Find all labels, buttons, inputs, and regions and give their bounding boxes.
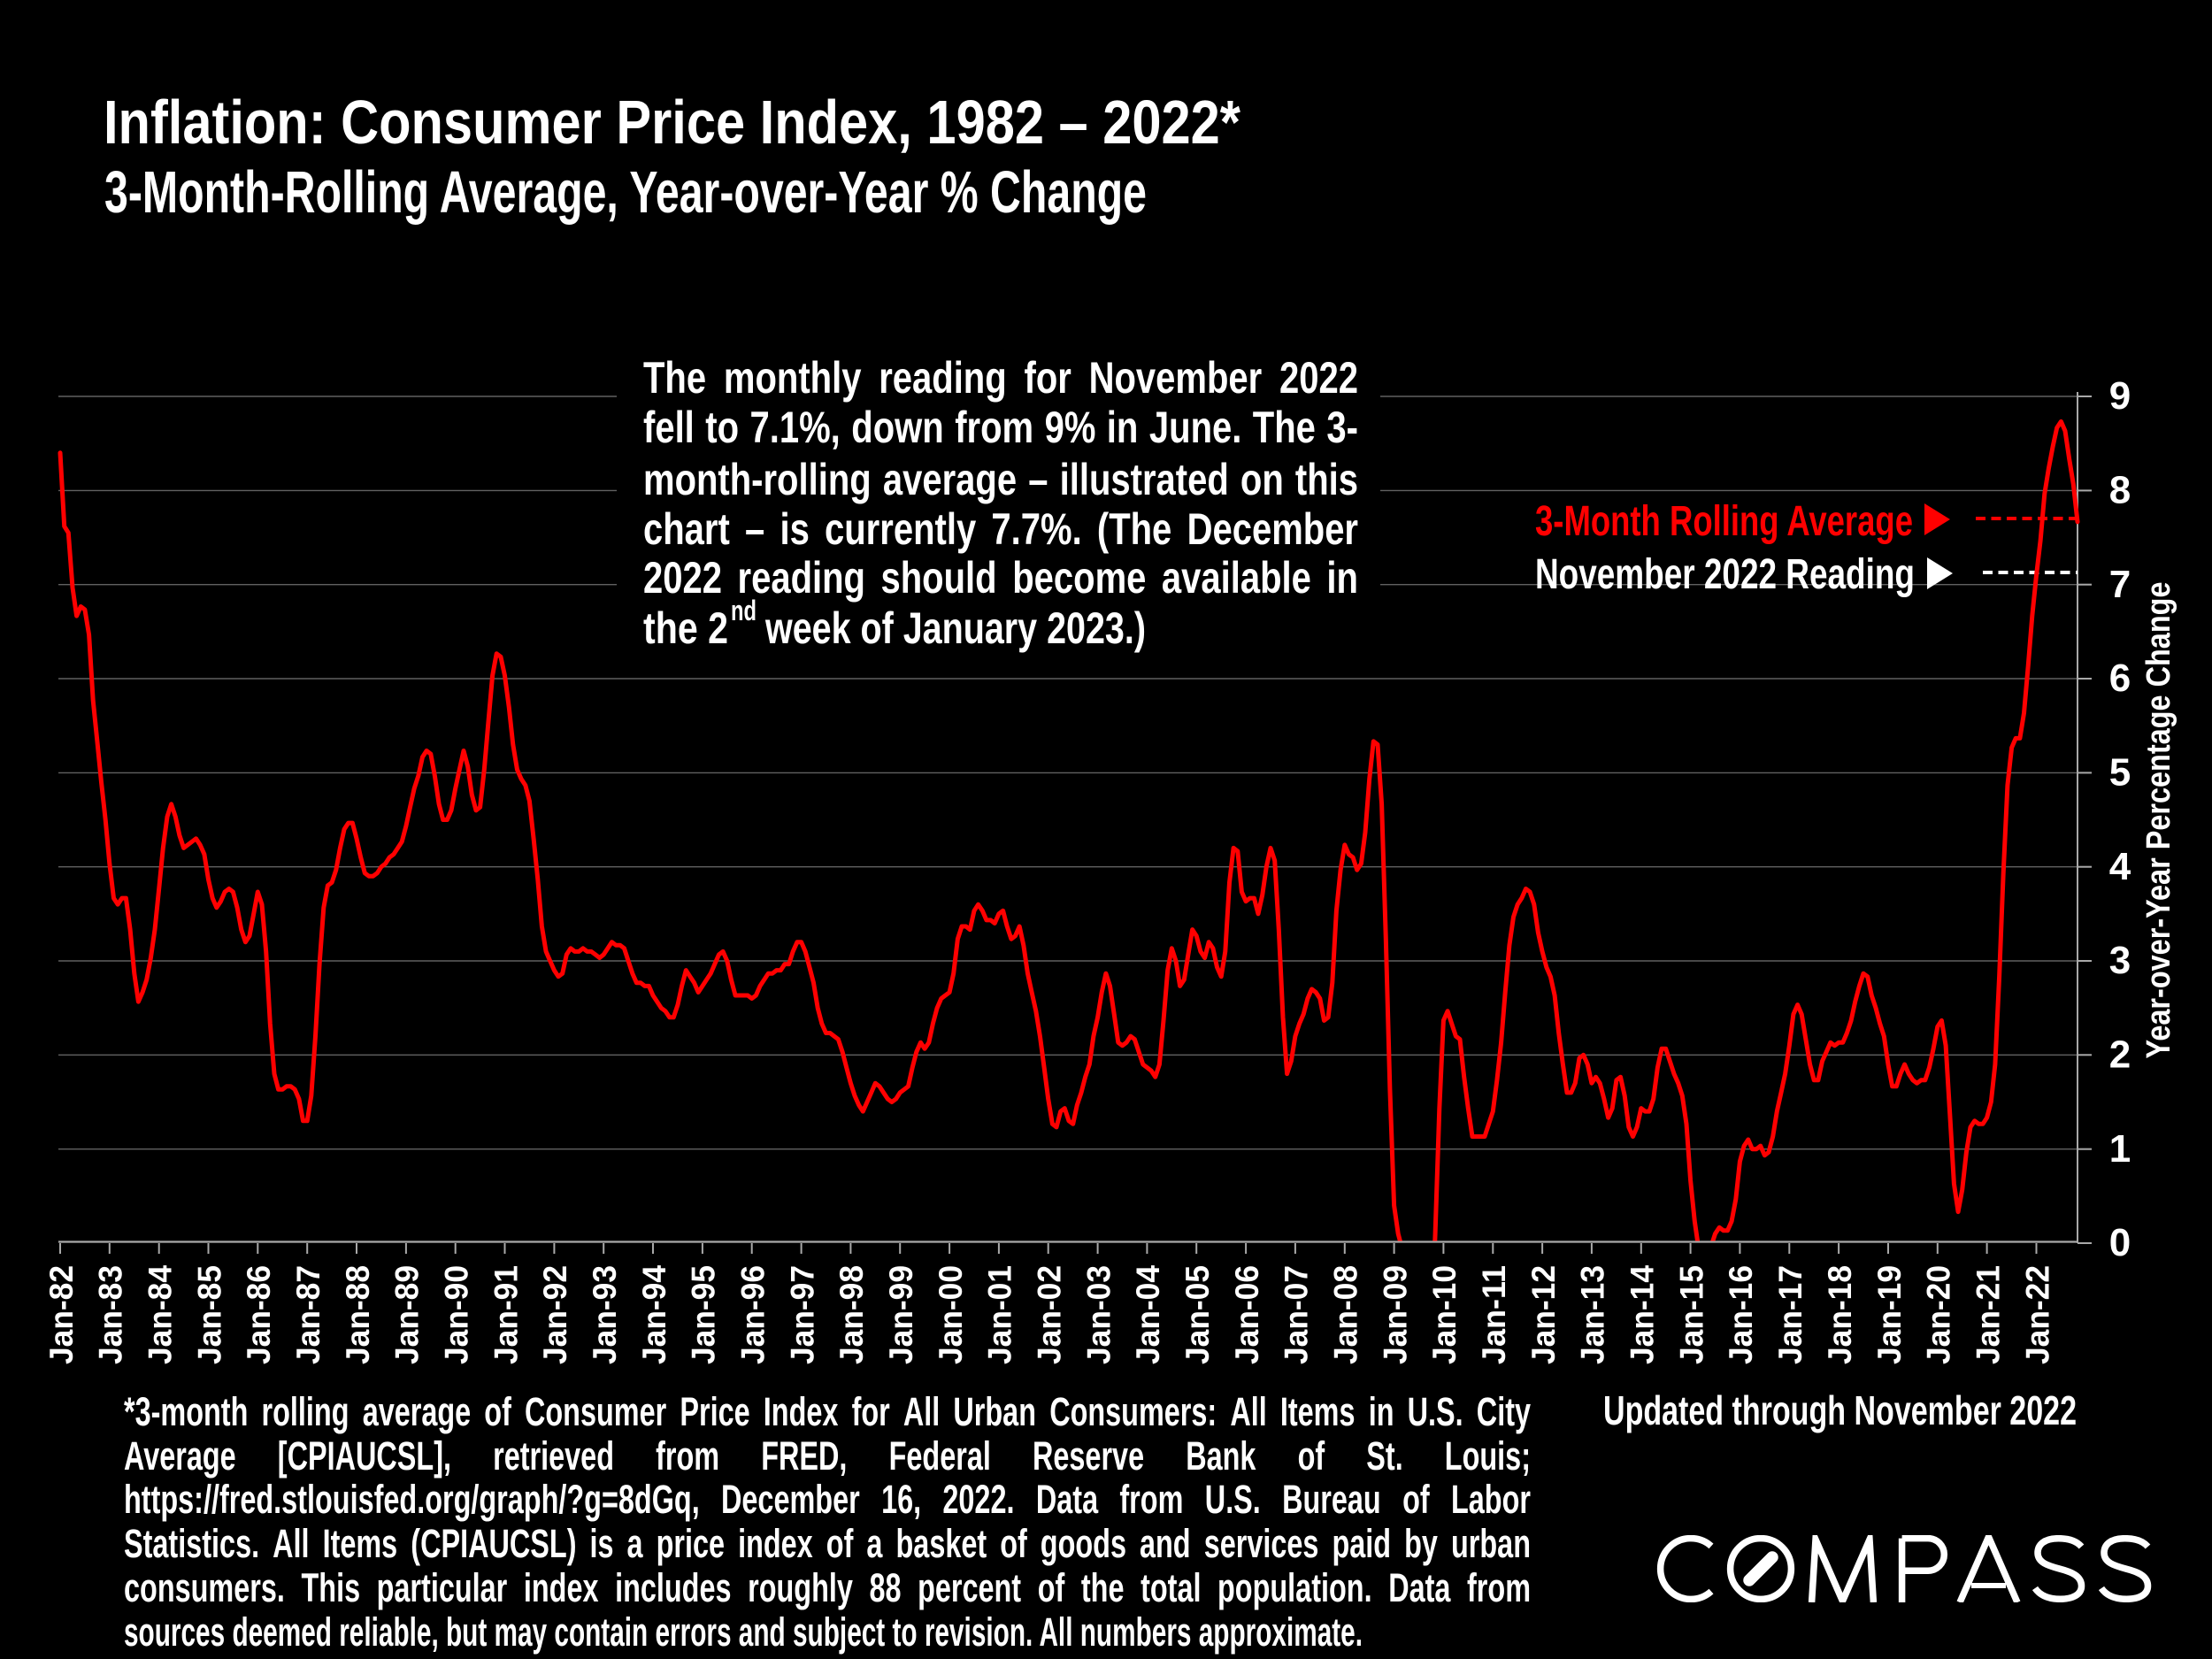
svg-text:Jan-12: Jan-12 xyxy=(1525,1265,1562,1364)
svg-text:Jan-21: Jan-21 xyxy=(1969,1265,2006,1364)
svg-text:Jan-05: Jan-05 xyxy=(1179,1265,1216,1364)
svg-text:Jan-86: Jan-86 xyxy=(240,1265,277,1364)
svg-text:Jan-98: Jan-98 xyxy=(833,1265,870,1364)
svg-text:Jan-96: Jan-96 xyxy=(734,1265,772,1364)
svg-text:3-Month-Rolling Average, Year-: 3-Month-Rolling Average, Year-over-Year … xyxy=(104,159,1147,226)
svg-text:nd: nd xyxy=(731,595,757,626)
svg-text:Year-over-Year Percentage Chan: Year-over-Year Percentage Change xyxy=(2140,582,2177,1059)
svg-text:https://fred.stlouisfed.org/gr: https://fred.stlouisfed.org/graph/?g=8dG… xyxy=(124,1477,1531,1522)
svg-text:Updated through November 2022: Updated through November 2022 xyxy=(1603,1387,2077,1433)
svg-text:Jan-14: Jan-14 xyxy=(1624,1265,1661,1364)
svg-text:sources deemed reliable, but m: sources deemed reliable, but may contain… xyxy=(124,1609,1363,1655)
svg-text:Jan-16: Jan-16 xyxy=(1722,1265,1759,1364)
svg-text:Jan-08: Jan-08 xyxy=(1327,1265,1364,1364)
svg-text:Jan-94: Jan-94 xyxy=(635,1265,672,1364)
svg-text:November 2022 Reading: November 2022 Reading xyxy=(1535,551,1915,598)
svg-text:Jan-19: Jan-19 xyxy=(1870,1265,1908,1364)
svg-text:Inflation: Consumer Price Inde: Inflation: Consumer Price Index, 1982 – … xyxy=(104,88,1241,157)
svg-text:Jan-88: Jan-88 xyxy=(339,1265,376,1364)
svg-text:Jan-15: Jan-15 xyxy=(1672,1265,1709,1364)
svg-text:Jan-17: Jan-17 xyxy=(1771,1265,1809,1364)
svg-text:6: 6 xyxy=(2109,657,2131,700)
svg-text:Jan-11: Jan-11 xyxy=(1475,1265,1512,1364)
svg-text:Jan-95: Jan-95 xyxy=(685,1265,722,1364)
svg-text:7: 7 xyxy=(2109,563,2131,606)
svg-text:2: 2 xyxy=(2109,1033,2131,1077)
svg-text:Jan-09: Jan-09 xyxy=(1376,1265,1413,1364)
svg-text:4: 4 xyxy=(2109,845,2131,888)
svg-text:Jan-04: Jan-04 xyxy=(1129,1265,1166,1364)
svg-text:3-Month Rolling Average: 3-Month Rolling Average xyxy=(1535,498,1913,545)
svg-text:Jan-87: Jan-87 xyxy=(289,1265,326,1364)
svg-text:1: 1 xyxy=(2109,1127,2131,1171)
svg-text:Jan-85: Jan-85 xyxy=(190,1265,227,1364)
svg-text:Jan-82: Jan-82 xyxy=(42,1265,80,1364)
svg-text:Jan-22: Jan-22 xyxy=(2018,1265,2055,1364)
svg-text:3: 3 xyxy=(2109,939,2131,982)
svg-text:Jan-99: Jan-99 xyxy=(882,1265,919,1364)
svg-text:Jan-83: Jan-83 xyxy=(92,1265,129,1364)
svg-text:Jan-84: Jan-84 xyxy=(142,1265,179,1364)
svg-text:the 2: the 2 xyxy=(643,603,728,653)
svg-text:Jan-92: Jan-92 xyxy=(536,1265,573,1364)
svg-text:Jan-93: Jan-93 xyxy=(586,1265,623,1364)
svg-text:Jan-00: Jan-00 xyxy=(932,1265,969,1364)
svg-text:Jan-07: Jan-07 xyxy=(1278,1265,1315,1364)
svg-text:5: 5 xyxy=(2109,751,2131,795)
svg-text:Jan-90: Jan-90 xyxy=(438,1265,475,1364)
svg-text:Jan-02: Jan-02 xyxy=(1031,1265,1068,1364)
svg-text:Jan-18: Jan-18 xyxy=(1821,1265,1858,1364)
svg-text:Jan-01: Jan-01 xyxy=(981,1265,1018,1364)
svg-text:8: 8 xyxy=(2109,469,2131,512)
svg-text:Jan-06: Jan-06 xyxy=(1228,1265,1265,1364)
svg-text:0: 0 xyxy=(2109,1221,2131,1264)
svg-text:Jan-91: Jan-91 xyxy=(487,1265,524,1364)
svg-text:Jan-89: Jan-89 xyxy=(388,1265,426,1364)
svg-text:Jan-03: Jan-03 xyxy=(1079,1265,1117,1364)
svg-text:Jan-10: Jan-10 xyxy=(1425,1265,1463,1364)
svg-text:Jan-13: Jan-13 xyxy=(1574,1265,1611,1364)
svg-text:week of January 2023.): week of January 2023.) xyxy=(764,603,1146,653)
svg-text:9: 9 xyxy=(2109,374,2131,418)
svg-text:Jan-20: Jan-20 xyxy=(1920,1265,1957,1364)
svg-text:Jan-97: Jan-97 xyxy=(783,1265,820,1364)
